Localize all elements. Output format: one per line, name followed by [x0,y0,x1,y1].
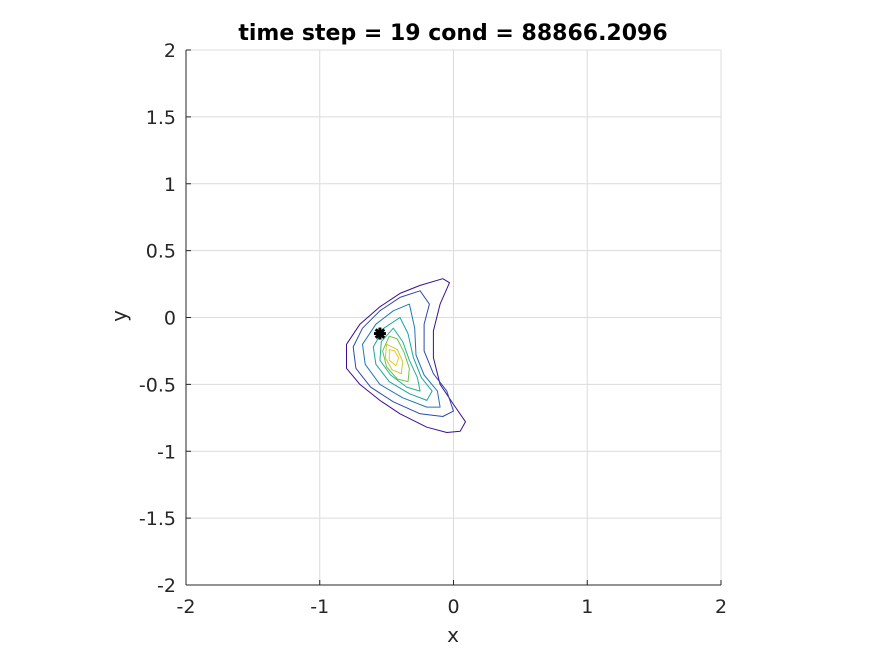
marker [373,327,386,340]
contour-level-4 [372,317,433,401]
chart-title: time step = 19 cond = 88866.2096 [238,21,667,46]
y-tick-label: -1 [157,441,176,463]
x-axis-label: x [447,623,459,647]
contour-level-8 [388,349,400,367]
y-tick-label: 1.5 [146,107,176,129]
x-tick-label: -2 [177,596,196,618]
contour-level-2 [352,290,454,417]
marker-center [376,330,384,338]
y-tick-label: 1 [164,174,176,196]
contour-level-3 [362,303,441,408]
y-tick-label: 0.5 [146,241,176,263]
tick-labels: -2 -1 0 1 2 -2 -1.5 -1 -0.5 0 0.5 1 1.5 2 [139,40,727,618]
contour-lines [346,278,466,433]
contour-level-5 [379,327,421,392]
y-tick-label: -0.5 [139,374,176,396]
grid [185,49,722,586]
x-tick-label: 0 [447,596,459,618]
marker-asterisk [373,327,386,340]
y-tick-label: -2 [157,575,176,597]
y-tick-label: 2 [164,40,176,62]
x-tick-label: 1 [581,596,593,618]
contour-level-6 [382,335,410,383]
y-tick-label: 0 [164,308,176,330]
x-tick-label: -1 [310,596,329,618]
y-axis-label: y [107,310,131,322]
x-tick-label: 2 [715,596,727,618]
axes [185,49,722,586]
contour-level-7 [384,343,404,375]
y-tick-label: -1.5 [139,508,176,530]
contour-level-1 [346,278,466,433]
